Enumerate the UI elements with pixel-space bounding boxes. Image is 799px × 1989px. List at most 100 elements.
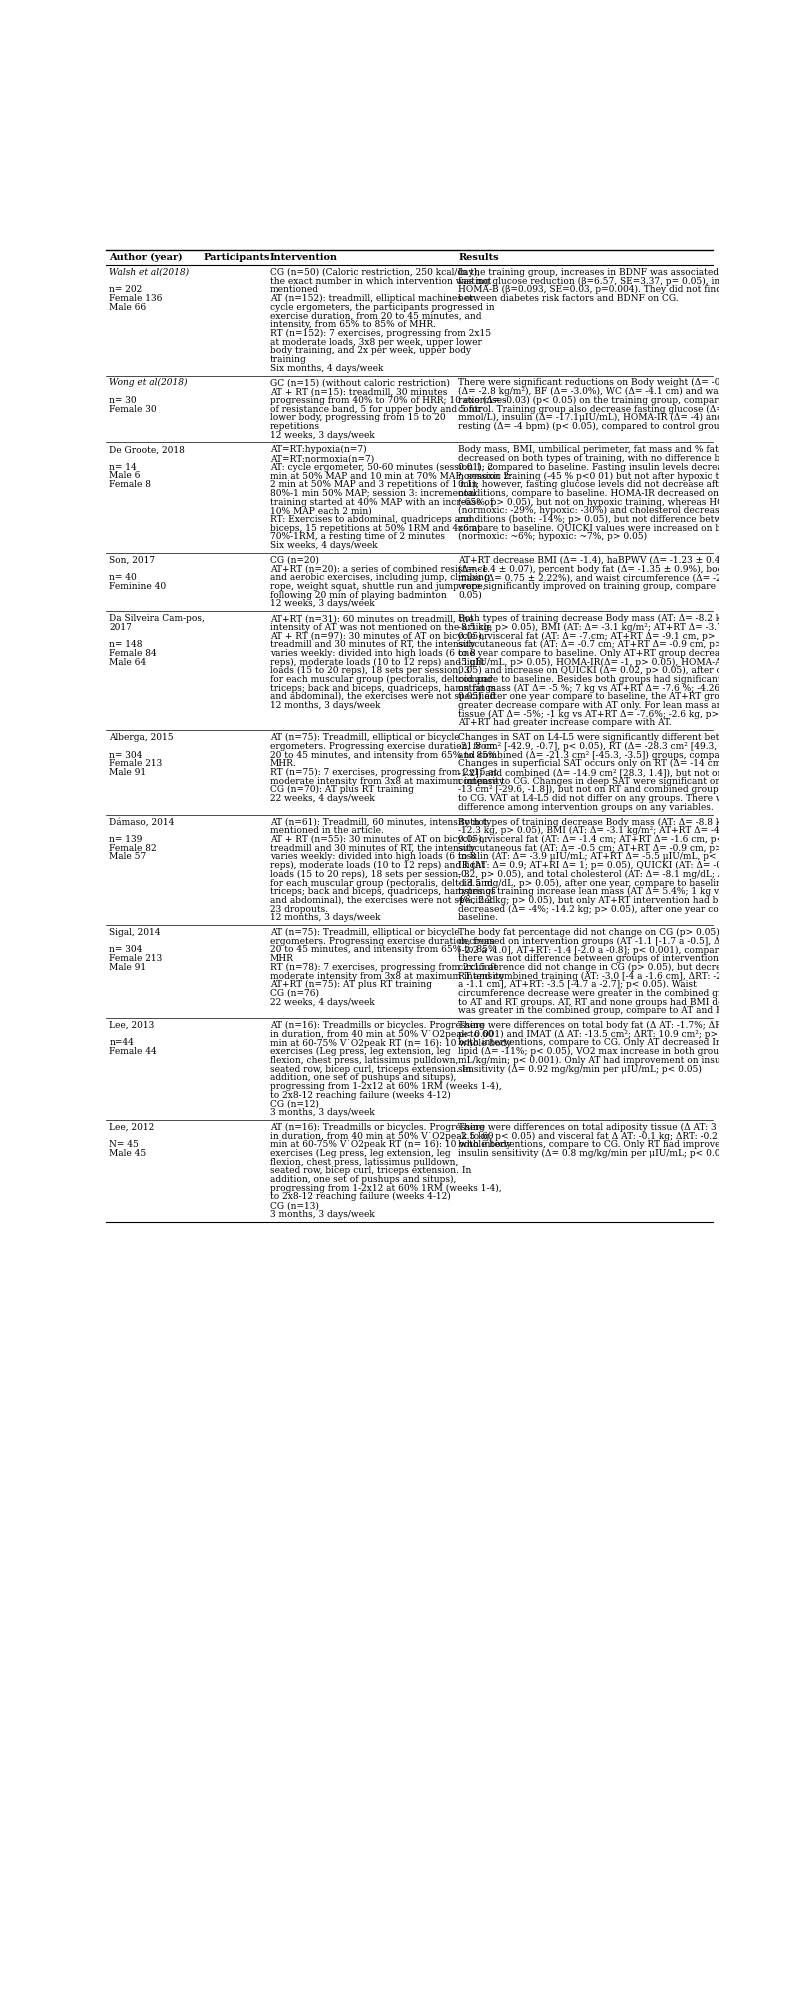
Text: on fat mass (AT Δ= -5 %; 7 kg vs AT+RT Δ= -7.6 %; -4.26 kg; p>: on fat mass (AT Δ= -5 %; 7 kg vs AT+RT Δ… — [458, 684, 753, 692]
Text: 0.05), visceral fat (AT: Δ= -1.4 cm; AT+RT Δ= -1.6 cm, p< 0.05) and: 0.05), visceral fat (AT: Δ= -1.4 cm; AT+… — [458, 835, 771, 843]
Text: n= 202: n= 202 — [109, 284, 142, 294]
Text: rope, weight squat, shuttle run and jump rope,: rope, weight squat, shuttle run and jump… — [270, 583, 486, 591]
Text: (normoxic: ~6%; hypoxic: ~7%, p> 0.05): (normoxic: ~6%; hypoxic: ~7%, p> 0.05) — [458, 533, 647, 541]
Text: Both types of training decrease Body mass (AT: Δ= -8.8 kg; AT+RT Δ=: Both types of training decrease Body mas… — [458, 817, 782, 827]
Text: n=44: n=44 — [109, 1038, 134, 1048]
Text: 20 to 45 minutes, and intensity from 65% to 85%: 20 to 45 minutes, and intensity from 65%… — [270, 750, 497, 760]
Text: [-2.2 a -1.0], AT+RT: -1.4 [-2.0 a -0.8]; p< 0.001), compare to CG;: [-2.2 a -1.0], AT+RT: -1.4 [-2.0 a -0.8]… — [458, 945, 757, 955]
Text: (Δ= -2.8 kg/m²), BF (Δ= -3.0%), WC (Δ= -4.1 cm) and waist to height: (Δ= -2.8 kg/m²), BF (Δ= -3.0%), WC (Δ= -… — [458, 388, 774, 396]
Text: mentioned: mentioned — [270, 284, 319, 294]
Text: Female 84: Female 84 — [109, 648, 157, 658]
Text: in duration, from 40 min at 50% V˙O2peak to 60: in duration, from 40 min at 50% V˙O2peak… — [270, 1132, 494, 1140]
Text: min at 60-75% V˙O2peak RT (n= 16): 10 whole body: min at 60-75% V˙O2peak RT (n= 16): 10 wh… — [270, 1038, 511, 1048]
Text: (-65%, p> 0.05), but not on hypoxic training, whereas HOMA-βcell: (-65%, p> 0.05), but not on hypoxic trai… — [458, 497, 765, 507]
Text: RT (n=152): 7 exercises, progressing from 2x15: RT (n=152): 7 exercises, progressing fro… — [270, 328, 491, 338]
Text: one year compare to baseline. Only AT+RT group decrease insulin (Δ=: one year compare to baseline. Only AT+RT… — [458, 648, 785, 658]
Text: (normoxic: -29%, hypoxic: -30%) and cholesterol decreased on both: (normoxic: -29%, hypoxic: -30%) and chol… — [458, 505, 769, 515]
Text: addition, one set of pushups and situps),: addition, one set of pushups and situps)… — [270, 1074, 456, 1082]
Text: Changes in superficial SAT occurs only on RT (Δ= -14 cm² [-28.2,: Changes in superficial SAT occurs only o… — [458, 760, 757, 768]
Text: subcutaneous fat (AT: Δ= -0.7 cm; AT+RT Δ= -0.9 cm, p> 0.05), after: subcutaneous fat (AT: Δ= -0.7 cm; AT+RT … — [458, 640, 777, 648]
Text: The body fat percentage did not change on CG (p> 0.05) but: The body fat percentage did not change o… — [458, 929, 738, 937]
Text: Lee, 2013: Lee, 2013 — [109, 1020, 154, 1030]
Text: to 2x8-12 reaching failure (weeks 4-12): to 2x8-12 reaching failure (weeks 4-12) — [270, 1090, 451, 1100]
Text: Male 45: Male 45 — [109, 1150, 146, 1158]
Text: Male 66: Male 66 — [109, 302, 146, 312]
Text: resting (Δ= -4 bpm) (p< 0.05), compared to control group.: resting (Δ= -4 bpm) (p< 0.05), compared … — [458, 422, 729, 432]
Text: In the training group, increases in BDNF was associated with: In the training group, increases in BDNF… — [458, 269, 742, 276]
Text: compare to baseline. Besides both groups had significant decreases: compare to baseline. Besides both groups… — [458, 674, 770, 684]
Text: body training, and 2x per week, upper body: body training, and 2x per week, upper bo… — [270, 346, 471, 356]
Text: AT+RT decrease BMI (Δ= -1.4), haBPWV (Δ= -1.23 ± 0.49 m/s), HOMA-IR: AT+RT decrease BMI (Δ= -1.4), haBPWV (Δ=… — [458, 555, 799, 565]
Text: exercises (Leg press, leg extension, leg: exercises (Leg press, leg extension, leg — [270, 1150, 451, 1158]
Text: De Groote, 2018: De Groote, 2018 — [109, 446, 185, 453]
Text: -2.5 kg; p< 0.05) and visceral fat Δ AT: -0.1 kg; ΔRT: -0.2 kg), on: -2.5 kg; p< 0.05) and visceral fat Δ AT:… — [458, 1132, 753, 1140]
Text: Feminine 40: Feminine 40 — [109, 583, 166, 591]
Text: biceps, 15 repetitions at 50% 1RM and 4x6 at: biceps, 15 repetitions at 50% 1RM and 4x… — [270, 523, 481, 533]
Text: treadmill and 30 minutes of RT, the intensity: treadmill and 30 minutes of RT, the inte… — [270, 640, 475, 648]
Text: exercises (Leg press, leg extension, leg: exercises (Leg press, leg extension, leg — [270, 1046, 451, 1056]
Text: 3 months, 3 days/week: 3 months, 3 days/week — [270, 1108, 375, 1118]
Text: Female 44: Female 44 — [109, 1046, 157, 1056]
Text: 10% MAP each 2 min): 10% MAP each 2 min) — [270, 507, 372, 515]
Text: ergometers. Progressing exercise duration, from: ergometers. Progressing exercise duratio… — [270, 937, 495, 945]
Text: tissue (AT Δ= -5%; -1 kg vs AT+RT Δ= -7.6%; -2.6 kg, p> 0.05),: tissue (AT Δ= -5%; -1 kg vs AT+RT Δ= -7.… — [458, 710, 749, 718]
Text: progressing from 40% to 70% of HRR; 10 exercises: progressing from 40% to 70% of HRR; 10 e… — [270, 396, 507, 406]
Text: in duration, from 40 min at 50% V˙O2peak to 60: in duration, from 40 min at 50% V˙O2peak… — [270, 1030, 494, 1038]
Text: fasting glucose reduction (β=6.57, SE=3.37, p= 0.05), increases on: fasting glucose reduction (β=6.57, SE=3.… — [458, 276, 769, 286]
Text: Son, 2017: Son, 2017 — [109, 555, 155, 565]
Text: 12 weeks, 3 days/week: 12 weeks, 3 days/week — [270, 430, 375, 440]
Text: intensity, from 65% to 85% of MHR.: intensity, from 65% to 85% of MHR. — [270, 320, 436, 328]
Text: -13 cm² [-29.6, -1.8]), but not on RT and combined groups, compare: -13 cm² [-29.6, -1.8]), but not on RT an… — [458, 786, 769, 794]
Text: mL/kg/min; p< 0.001). Only AT had improvement on insulin: mL/kg/min; p< 0.001). Only AT had improv… — [458, 1056, 733, 1064]
Text: greater decrease compare with AT only. For lean mass and lean: greater decrease compare with AT only. F… — [458, 700, 750, 710]
Text: a -1.1 cm], AT+RT: -3.5 [-4.7 a -2.7]; p< 0.05). Waist: a -1.1 cm], AT+RT: -3.5 [-4.7 a -2.7]; p… — [458, 981, 697, 989]
Text: -21.8 cm² [-42.9, -0.7], p< 0.05), RT (Δ= -28.3 cm² [49.3, 7.3]): -21.8 cm² [-42.9, -0.7], p< 0.05), RT (Δ… — [458, 742, 741, 752]
Text: n= 139: n= 139 — [109, 835, 142, 843]
Text: and abdominal), the exercises were not specified: and abdominal), the exercises were not s… — [270, 895, 495, 905]
Text: Lee, 2012: Lee, 2012 — [109, 1124, 154, 1132]
Text: loads (15 to 20 reps), 18 sets per session, 3: loads (15 to 20 reps), 18 sets per sessi… — [270, 666, 470, 676]
Text: 12 months, 3 days/week: 12 months, 3 days/week — [270, 700, 380, 710]
Text: 0.05), visceral fat (AT: Δ= -7.cm; AT+RT Δ= -9.1 cm, p> 0.05),: 0.05), visceral fat (AT: Δ= -7.cm; AT+RT… — [458, 631, 745, 640]
Text: the exact number in which intervention was not: the exact number in which intervention w… — [270, 276, 491, 286]
Text: RT and combined training (AT: -3.0 [-4 a -1.6 cm], ΔRT: -2.2 [-3.3: RT and combined training (AT: -3.0 [-4 a… — [458, 971, 754, 981]
Text: for each muscular group (pectoralis, deltoid and: for each muscular group (pectoralis, del… — [270, 879, 493, 887]
Text: Male 64: Male 64 — [109, 658, 146, 666]
Text: reps), moderate loads (10 to 12 reps) and light: reps), moderate loads (10 to 12 reps) an… — [270, 861, 485, 869]
Text: 0.05) and increase on QUICKI (Δ= 0.02, p> 0.05), after one year,: 0.05) and increase on QUICKI (Δ= 0.02, p… — [458, 666, 758, 676]
Text: Body mass, BMI, umbilical perimeter, fat mass and % fat mass: Body mass, BMI, umbilical perimeter, fat… — [458, 446, 745, 453]
Text: flexion, chest press, latissimus pulldown,: flexion, chest press, latissimus pulldow… — [270, 1158, 459, 1168]
Text: RT (n=75): 7 exercises, progressing from 2x15 at: RT (n=75): 7 exercises, progressing from… — [270, 768, 498, 778]
Text: to 2x8-12 reaching failure (weeks 4-12): to 2x8-12 reaching failure (weeks 4-12) — [270, 1191, 451, 1201]
Text: ratio (Δ= -0.03) (p< 0.05) on the training group, compared with: ratio (Δ= -0.03) (p< 0.05) on the traini… — [458, 396, 753, 406]
Text: moderate intensity from 3x8 at maximum intensity: moderate intensity from 3x8 at maximum i… — [270, 778, 504, 786]
Text: There were differences on total adiposity tissue (Δ AT: 3 kg; ΔRT:: There were differences on total adiposit… — [458, 1124, 758, 1132]
Text: decreased on both types of training, with no difference between (p>: decreased on both types of training, wit… — [458, 453, 773, 463]
Text: Female 30: Female 30 — [109, 404, 157, 414]
Text: RT (n=78): 7 exercises, progressing from 2x15 at: RT (n=78): 7 exercises, progressing from… — [270, 963, 497, 973]
Text: 0.01), compared to baseline. Fasting insulin levels decrease after: 0.01), compared to baseline. Fasting ins… — [458, 463, 757, 471]
Text: Six months, 4 days/week: Six months, 4 days/week — [270, 364, 384, 372]
Text: AT=RT:hypoxia(n=7): AT=RT:hypoxia(n=7) — [270, 446, 367, 453]
Text: compare to CG. Changes in deep SAT were significant only on AT (Δ=: compare to CG. Changes in deep SAT were … — [458, 776, 779, 786]
Text: moderate intensity from 3x8 at maximum intensity: moderate intensity from 3x8 at maximum i… — [270, 971, 504, 981]
Text: 2 min at 50% MAP and 3 repetitions of 1 min: 2 min at 50% MAP and 3 repetitions of 1 … — [270, 479, 478, 489]
Text: difference among intervention groups on any variables.: difference among intervention groups on … — [458, 804, 714, 812]
Text: Female 136: Female 136 — [109, 294, 162, 302]
Text: HOMA-B (β=0.093, SE=0.03, p=0.004). They did not find associations: HOMA-B (β=0.093, SE=0.03, p=0.004). They… — [458, 284, 781, 294]
Text: AT (n=75): Treadmill, elliptical or bicycle: AT (n=75): Treadmill, elliptical or bicy… — [270, 734, 459, 742]
Text: MHR.: MHR. — [270, 760, 296, 768]
Text: AT (n=75): Treadmill, elliptical or bicycle: AT (n=75): Treadmill, elliptical or bicy… — [270, 929, 459, 937]
Text: Female 213: Female 213 — [109, 760, 162, 768]
Text: treadmill and 30 minutes of RT, the intensity: treadmill and 30 minutes of RT, the inte… — [270, 843, 475, 853]
Text: there was not difference between groups of intervention. Waist: there was not difference between groups … — [458, 955, 749, 963]
Text: GC (n=15) (without caloric restriction): GC (n=15) (without caloric restriction) — [270, 378, 450, 388]
Text: insulin sensitivity (Δ= 0.8 mg/kg/min per μIU/mL; p< 0.05).: insulin sensitivity (Δ= 0.8 mg/kg/min pe… — [458, 1150, 733, 1158]
Text: N= 45: N= 45 — [109, 1140, 139, 1150]
Text: 12 weeks, 3 days/week: 12 weeks, 3 days/week — [270, 599, 375, 609]
Text: CG (n=13): CG (n=13) — [270, 1201, 319, 1209]
Text: Changes in SAT on L4-L5 were significantly different between AT (Δ=: Changes in SAT on L4-L5 were significant… — [458, 734, 779, 742]
Text: IR (AT: Δ= 0.9; AT+RI Δ= 1; p= 0.05), QUICKI (AT: Δ= -0.2; AT+RT Δ=: IR (AT: Δ= 0.9; AT+RI Δ= 1; p= 0.05), QU… — [458, 861, 785, 869]
Text: to AT and RT groups. AT, RT and none groups had BMI decreases that: to AT and RT groups. AT, RT and none gro… — [458, 998, 780, 1006]
Text: Female 213: Female 213 — [109, 955, 162, 963]
